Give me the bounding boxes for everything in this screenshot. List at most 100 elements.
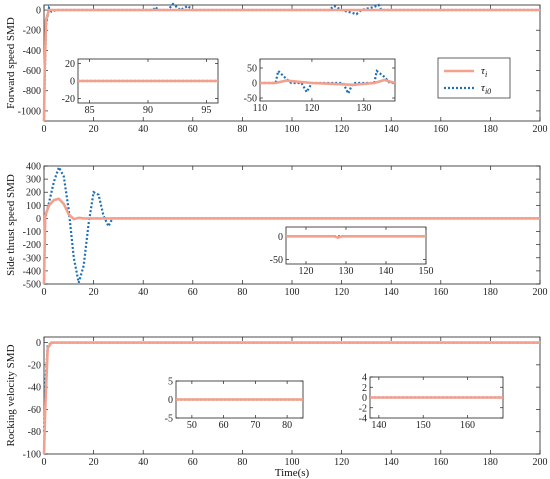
panel-1-ylabel: Forward speed SMD bbox=[5, 17, 17, 109]
panel-2-series-tau_i bbox=[42, 197, 540, 285]
panel-2-xtick-label-3: 60 bbox=[188, 287, 198, 298]
panel-1-inset-2-frame bbox=[259, 58, 396, 102]
panel-2-xtick-label-8: 160 bbox=[433, 287, 448, 298]
panel-1-inset-1-axes: 85 90 95 20 0 -20 bbox=[62, 58, 219, 116]
panel-3-xtick-label-7: 140 bbox=[384, 457, 399, 468]
panel-2-ytick-label-7: -300 bbox=[23, 253, 41, 264]
panel-2-ytick-label-3: 100 bbox=[26, 201, 41, 212]
panel-3-inset-1-xtick-label-0: 50 bbox=[187, 420, 197, 431]
legend-label-tau-i: τi bbox=[481, 65, 487, 79]
panel-2-frame bbox=[43, 165, 541, 285]
panel-2-inset-1-frame bbox=[285, 226, 427, 265]
panel-3-ytick-label-0: 0 bbox=[36, 338, 41, 349]
panel-1-ytick-label-3: -600 bbox=[23, 66, 41, 77]
panel-3-inset-2-ytick-label-3: -2 bbox=[359, 403, 367, 414]
panel-1-inset-2-xtick-label-2: 130 bbox=[356, 103, 371, 114]
panel-1-inset-2-ytick-label-2: -50 bbox=[244, 94, 257, 105]
panel-2-inset-1-series-tau_i bbox=[286, 235, 426, 239]
panel-2-inset-1-xtick-label-1: 130 bbox=[339, 266, 354, 277]
panel-2-xtick-label-6: 120 bbox=[334, 287, 349, 298]
panel-1-xtick-label-10: 200 bbox=[533, 124, 548, 135]
panel-2-inset-1-ytick-label-0: 0 bbox=[278, 232, 283, 243]
panel-3-xtick-label-3: 60 bbox=[188, 457, 198, 468]
panel-2-xtick-label-2: 40 bbox=[138, 287, 148, 298]
panel-2-inset-1-axes: 120 130 140 150 0 -50 bbox=[270, 226, 434, 277]
panel-3-series-tau_i bbox=[42, 341, 540, 455]
panel-3-ytick-label-2: -40 bbox=[28, 383, 41, 394]
panel-3-inset-2-ytick-label-2: 0 bbox=[362, 393, 367, 404]
panel-2-ytick-label-8: -400 bbox=[23, 266, 41, 277]
panel-1-inset-2-xtick-label-1: 120 bbox=[304, 103, 319, 114]
panel-3-inset-1-ytick-label-2: -5 bbox=[165, 414, 173, 425]
panel-2-xtick-label-9: 180 bbox=[483, 287, 498, 298]
panel-3-inset-2-ytick-label-4: -4 bbox=[359, 414, 367, 425]
panel-1-xtick-label-9: 180 bbox=[483, 124, 498, 135]
panel-1-xtick-label-5: 100 bbox=[285, 124, 300, 135]
legend-box bbox=[437, 57, 511, 99]
panel-3-inset-2-ytick-label-1: 2 bbox=[362, 383, 367, 394]
panel-2-series-tau_i0 bbox=[42, 164, 540, 285]
panel-3-inset-1-ytick-label-0: 5 bbox=[168, 377, 173, 388]
panel-3-inset-1-xtick-label-2: 70 bbox=[250, 420, 260, 431]
panel-2-ytick-label-9: -500 bbox=[23, 280, 41, 291]
legend-label-tau-i-sub: i bbox=[485, 70, 487, 79]
panel-2-inset-1-xtick-label-2: 140 bbox=[379, 266, 394, 277]
panel-2-xtick-label-7: 140 bbox=[384, 287, 399, 298]
panel-3-ytick-label-3: -60 bbox=[28, 405, 41, 416]
panel-3-xtick-label-9: 180 bbox=[483, 457, 498, 468]
panel-3-xtick-label-10: 200 bbox=[533, 457, 548, 468]
panel-2-xtick-label-0: 0 bbox=[42, 287, 47, 298]
panel-1-inset-2-ytick-label-0: 50 bbox=[247, 64, 257, 75]
panel-3-xlabel: Time(s) bbox=[275, 467, 310, 479]
panel-3-inset-2-xtick-label-0: 140 bbox=[371, 420, 386, 431]
panel-3-inset-2-ytick-label-0: 4 bbox=[362, 373, 367, 384]
panel-2-ytick-label-6: -200 bbox=[23, 240, 41, 251]
panel-2-xtick-label-4: 80 bbox=[237, 287, 247, 298]
panel-1-xtick-label-4: 80 bbox=[237, 124, 247, 135]
panel-3-xtick-label-4: 80 bbox=[237, 457, 247, 468]
legend-label-tau-i0: τi0 bbox=[481, 82, 491, 96]
panel-1-xtick-label-7: 140 bbox=[384, 124, 399, 135]
panel-3-inset-2-xtick-label-1: 150 bbox=[416, 420, 431, 431]
panel-2-inset-1-ytick-label-1: -50 bbox=[270, 255, 283, 266]
panel-2-ylabel: Side thrust speed SMD bbox=[5, 174, 17, 276]
panel-2-xtick-label-10: 200 bbox=[533, 287, 548, 298]
panel-1-inset-2-ytick-label-1: 0 bbox=[252, 79, 257, 90]
panel-2-axes: 0 20 40 60 80 100 120 140 160 180 200 400 300 200 100 0… bbox=[5, 162, 548, 299]
panel-1-ytick-label-0: 0 bbox=[36, 6, 41, 17]
panel-3-inset-2-xtick-label-2: 160 bbox=[460, 420, 475, 431]
panel-1-ytick-label-2: -400 bbox=[23, 46, 41, 57]
panel-1-inset-1-ytick-label-2: -20 bbox=[62, 94, 75, 105]
panel-3-xtick-label-5: 100 bbox=[285, 457, 300, 468]
panel-3-xtick-label-8: 160 bbox=[433, 457, 448, 468]
panel-3-ytick-label-5: -100 bbox=[23, 450, 41, 461]
panel-1-inset-1-xtick-label-1: 90 bbox=[143, 105, 153, 116]
panel-2-ytick-label-4: 0 bbox=[36, 214, 41, 225]
legend: τi τi0 bbox=[437, 57, 511, 99]
panel-2-xtick-label-5: 100 bbox=[285, 287, 300, 298]
panel-3-xtick-label-6: 120 bbox=[334, 457, 349, 468]
panel-1-xtick-label-1: 20 bbox=[89, 124, 99, 135]
panel-3-inset-1-xtick-label-3: 80 bbox=[282, 420, 292, 431]
panel-3-inset-1-xtick-label-1: 60 bbox=[219, 420, 229, 431]
panel-1-inset-1-xtick-label-0: 85 bbox=[85, 105, 95, 116]
panel-1-inset-1-ytick-label-0: 20 bbox=[65, 59, 75, 70]
panel-1-xtick-label-6: 120 bbox=[334, 124, 349, 135]
panel-2-ytick-label-1: 300 bbox=[26, 175, 41, 186]
panel-3-ytick-label-1: -20 bbox=[28, 360, 41, 371]
panel-3-xtick-label-2: 40 bbox=[138, 457, 148, 468]
panel-3-xtick-label-1: 20 bbox=[89, 457, 99, 468]
panel-1-xtick-label-3: 60 bbox=[188, 124, 198, 135]
panel-1-xtick-label-8: 160 bbox=[433, 124, 448, 135]
legend-label-tau-i0-sub: i0 bbox=[485, 87, 491, 96]
panel-3-inset-1-ytick-label-1: 0 bbox=[168, 395, 173, 406]
panel-1-inset-1-ytick-label-1: 0 bbox=[70, 77, 75, 88]
panel-1-ytick-label-1: -200 bbox=[23, 26, 41, 37]
panel-1-xtick-label-0: 0 bbox=[42, 124, 47, 135]
panel-2-inset-1-xtick-label-3: 150 bbox=[419, 266, 434, 277]
panel-2-ytick-label-2: 200 bbox=[26, 188, 41, 199]
panel-3-ytick-label-4: -80 bbox=[28, 427, 41, 438]
panel-1-inset-1-xtick-label-2: 95 bbox=[201, 105, 211, 116]
panel-2-ytick-label-0: 400 bbox=[26, 162, 41, 173]
